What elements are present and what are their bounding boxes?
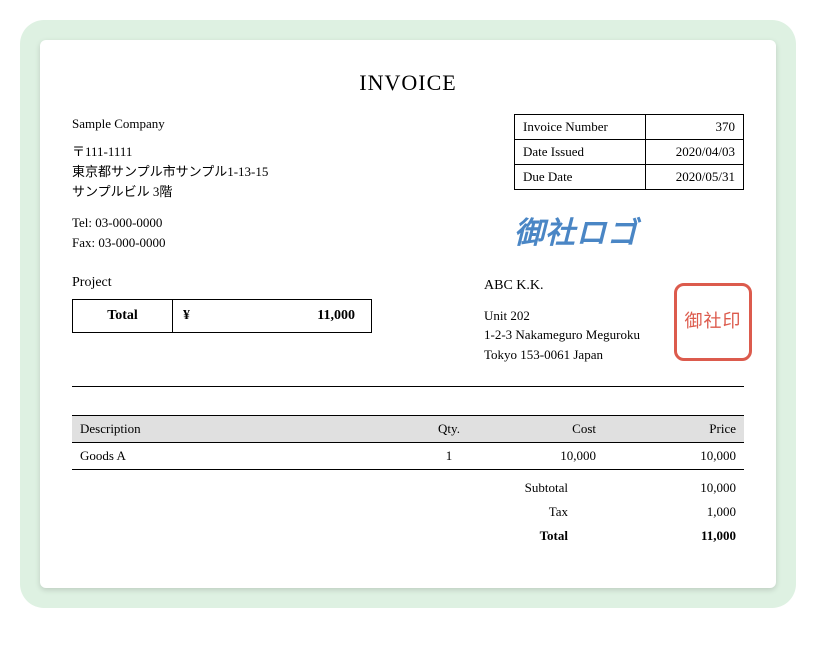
- outer-frame: INVOICE Sample Company 〒111-1111 東京都サンプル…: [20, 20, 796, 608]
- top-row: Sample Company 〒111-1111 東京都サンプル市サンプル1-1…: [72, 114, 744, 253]
- item-cost: 10,000: [484, 443, 604, 470]
- invoice-page: INVOICE Sample Company 〒111-1111 東京都サンプル…: [40, 40, 776, 588]
- invoice-number-value: 370: [645, 115, 743, 140]
- date-issued-value: 2020/04/03: [645, 140, 743, 165]
- summary-total-label: Total: [72, 524, 576, 548]
- due-date-value: 2020/05/31: [645, 165, 743, 190]
- col-description: Description: [72, 416, 414, 443]
- mid-row: Project Total ¥ 11,000 ABC K.K. Unit 202…: [72, 275, 744, 365]
- items-table: Description Qty. Cost Price Goods A 1 10…: [72, 415, 744, 470]
- tax-label: Tax: [72, 500, 576, 524]
- total-box-label: Total: [73, 300, 173, 332]
- tax-value: 1,000: [576, 500, 744, 524]
- from-company: Sample Company: [72, 114, 268, 134]
- summary-subtotal-row: Subtotal 10,000: [72, 476, 744, 500]
- company-logo: 御社ロゴ: [514, 217, 638, 250]
- invoice-number-label: Invoice Number: [515, 115, 646, 140]
- from-block: Sample Company 〒111-1111 東京都サンプル市サンプル1-1…: [72, 114, 268, 253]
- stamp-text: 御社印: [685, 308, 742, 335]
- meta-and-logo: Invoice Number 370 Date Issued 2020/04/0…: [514, 114, 744, 252]
- from-fax: Fax: 03-000-0000: [72, 233, 268, 253]
- item-qty: 1: [414, 443, 484, 470]
- due-date-label: Due Date: [515, 165, 646, 190]
- summary-table: Subtotal 10,000 Tax 1,000 Total 11,000: [72, 476, 744, 548]
- from-address1: 東京都サンプル市サンプル1-13-15: [72, 162, 268, 182]
- items-header-row: Description Qty. Cost Price: [72, 416, 744, 443]
- col-price: Price: [604, 416, 744, 443]
- company-seal-stamp: 御社印: [674, 283, 752, 361]
- summary-total-value: 11,000: [576, 524, 744, 548]
- to-block: ABC K.K. Unit 202 1-2-3 Nakameguro Megur…: [484, 275, 744, 365]
- subtotal-value: 10,000: [576, 476, 744, 500]
- from-postal: 〒111-1111: [72, 142, 268, 162]
- from-address2: サンプルビル 3階: [72, 182, 268, 202]
- invoice-title: INVOICE: [72, 70, 744, 96]
- project-label: Project: [72, 275, 372, 291]
- col-qty: Qty.: [414, 416, 484, 443]
- from-tel: Tel: 03-000-0000: [72, 213, 268, 233]
- logo-block: 御社ロゴ: [514, 208, 744, 252]
- item-price: 10,000: [604, 443, 744, 470]
- total-box-amount: ¥ 11,000: [173, 300, 371, 332]
- summary-tax-row: Tax 1,000: [72, 500, 744, 524]
- col-cost: Cost: [484, 416, 604, 443]
- item-desc: Goods A: [72, 443, 414, 470]
- total-box: Total ¥ 11,000: [72, 299, 372, 333]
- total-amount-value: 11,000: [317, 308, 355, 324]
- subtotal-label: Subtotal: [72, 476, 576, 500]
- date-issued-label: Date Issued: [515, 140, 646, 165]
- table-row: Goods A 1 10,000 10,000: [72, 443, 744, 470]
- meta-table: Invoice Number 370 Date Issued 2020/04/0…: [514, 114, 744, 190]
- summary-total-row: Total 11,000: [72, 524, 744, 548]
- currency-symbol: ¥: [183, 308, 190, 324]
- project-block: Project Total ¥ 11,000: [72, 275, 372, 333]
- section-divider: [72, 386, 744, 387]
- from-address: 〒111-1111 東京都サンプル市サンプル1-13-15 サンプルビル 3階: [72, 142, 268, 202]
